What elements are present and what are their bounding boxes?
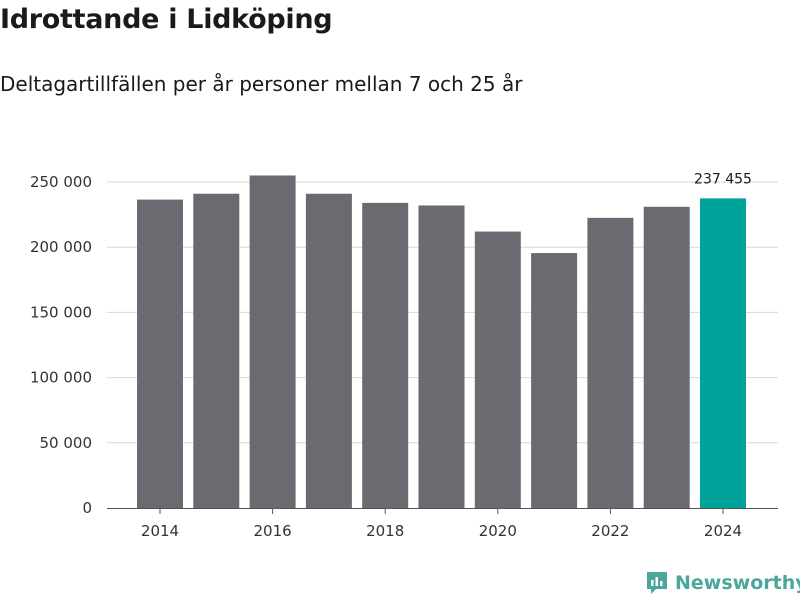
y-tick-label: 50 000 [40, 434, 93, 452]
newsworthy-logo-icon [647, 572, 667, 594]
bar-2014 [137, 199, 183, 508]
chart-title: Idrottande i Lidköping [0, 4, 333, 35]
y-tick-label: 250 000 [30, 173, 92, 191]
y-tick-label: 0 [82, 499, 92, 517]
x-tick-label: 2016 [254, 522, 292, 540]
chart-subtitle: Deltagartillfällen per år personer mella… [0, 72, 523, 96]
y-tick-label: 200 000 [30, 238, 92, 256]
bar-2016 [249, 175, 296, 509]
bar-2020 [474, 231, 521, 508]
bar-2018 [362, 202, 409, 508]
x-tick-label: 2024 [704, 522, 742, 540]
x-tick-label: 2018 [366, 522, 404, 540]
newsworthy-logo: Newsworthy [645, 570, 800, 596]
x-tick-label: 2014 [141, 522, 179, 540]
x-tick-label: 2022 [591, 522, 629, 540]
y-tick-label: 100 000 [30, 369, 92, 387]
bar-chart: 0 50 000 100 000 150 000 200 000 250 000 2014 2… [30, 171, 778, 540]
bar-2023 [643, 206, 690, 508]
data-label: 237 455 [694, 171, 752, 187]
bar-2017 [305, 193, 352, 508]
bar-2021 [531, 253, 578, 508]
bar-2022 [587, 217, 634, 509]
x-tick-label: 2020 [479, 522, 517, 540]
bar-2024 [700, 198, 746, 508]
bar-2019 [418, 205, 465, 509]
bar-2015 [193, 193, 240, 508]
brand-name: Newsworthy [675, 572, 800, 594]
y-tick-label: 150 000 [30, 303, 92, 321]
